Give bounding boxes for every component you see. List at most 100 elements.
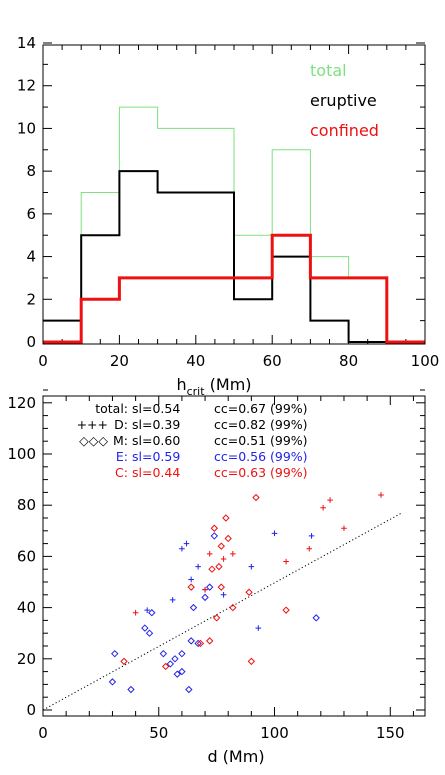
scatter-point-C-plus [206,551,213,557]
scatter-point-C-plus [132,609,139,616]
scatter-point-E-diamond [178,649,186,658]
y-tick-label: 40 [17,599,36,617]
scatter-point-C-diamond [161,662,170,671]
legend-label: total: [95,401,128,416]
scatter-point-E-diamond [210,532,219,540]
y-tick-label: 4 [26,248,36,266]
y-tick-label: 60 [17,547,36,565]
scatter-point-C-plus [327,497,333,503]
x-tick-label: 0 [38,352,48,370]
scatter-point-C-diamond [217,583,225,591]
legend-slope: sl=0.44 [132,465,180,480]
plot-frame [42,44,426,345]
x-axis-label-unit: (Mm) [205,375,252,394]
scatter-point-E-diamond [141,624,149,632]
scatter-point-C-diamond [217,542,225,550]
legend-label: M: [113,433,128,448]
scatter-point-E-diamond [201,593,209,602]
legend-entry-confined: confined [310,121,379,140]
legend-correlation: cc=0.82 (99%) [214,417,308,432]
scatter-point-C-diamond [245,588,253,596]
y-tick-label: 100 [7,445,36,463]
scatter-point-E-plus [248,563,255,570]
scatter-point-C-diamond [229,603,237,612]
y-tick-label: 120 [7,394,36,412]
x-axis-label: d (Mm) [207,747,264,766]
series-step-confined [43,233,425,344]
legend-correlation: cc=0.56 (99%) [214,449,308,464]
scatter-point-E-plus [188,576,194,583]
scatter-point-E-diamond [159,649,168,658]
legend-correlation: cc=0.63 (99%) [214,465,308,480]
scatter-point-E-diamond [185,685,193,694]
scatter-point-C-plus [378,492,384,498]
scatter-point-C-plus [220,556,227,562]
legend-symbol: ◇◇◇ [79,433,108,448]
scatter-point-C-diamond [282,606,290,614]
scatter-point-E-plus [195,563,201,570]
legend-slope: sl=0.60 [132,433,180,448]
scatter-point-E-diamond [194,639,202,648]
scatter-point-E-diamond [145,629,154,637]
legend-entry-total: total [310,61,347,80]
scatter-point-E-diamond [148,609,156,617]
series-step-eruptive [43,170,425,343]
legend-slope: sl=0.54 [132,401,180,416]
scatter-point-C-diamond [222,514,230,522]
scatter-point-C-plus [202,586,208,593]
scatter-point-E-diamond [171,655,179,663]
x-axis-label-main: h [176,375,186,394]
x-tick-label: 60 [263,352,282,370]
histogram-chart: 0 20 40 60 80 100 0 2 4 6 8 10 12 14 hcrit (Mm) total er… [17,34,439,398]
x-tick-label: 150 [376,724,405,742]
x-tick-label: 100 [260,724,289,742]
scatter-point-E-diamond [312,614,320,622]
scatter-point-E-plus [169,597,176,603]
scatter-point-E-plus [271,530,278,537]
y-tick-label: 10 [17,119,36,137]
legend-correlation: cc=0.67 (99%) [214,401,308,416]
scatter-point-E-diamond [189,603,198,612]
scatter-point-C-diamond [205,637,214,645]
scatter-point-E-plus [179,545,185,552]
scatter-point-C-diamond [247,657,256,666]
y-tick-label: 14 [17,34,36,52]
y-tick-label: 80 [17,496,36,514]
x-tick-label: 40 [186,352,205,370]
x-axis-label-sub: crit [187,385,206,398]
scatter-point-E-diamond [205,583,214,591]
scatter-point-C-diamond [187,583,195,591]
scatter-point-E-plus [308,533,315,539]
scatter-point-C-plus [283,558,289,565]
legend-slope: sl=0.39 [132,417,180,432]
x-tick-label: 100 [411,352,440,370]
x-axis-label: hcrit (Mm) [176,375,251,398]
scatter-point-E-diamond [187,637,195,645]
scatter-point-C-plus [341,525,347,532]
scatter-point-C-diamond [208,565,216,573]
scatter-point-C-diamond [224,534,232,543]
scatter-point-E-plus [255,625,262,631]
fit-line [42,512,403,711]
scatter-point-E-plus [144,607,150,613]
scatter-point-E-diamond [111,649,119,658]
scatter-point-C-diamond [252,493,260,502]
scatter-point-E-diamond [127,685,135,694]
y-tick-label: 12 [17,77,36,95]
scatter-point-C-plus [320,504,326,511]
scatter-point-C-plus [306,545,313,552]
scatter-point-E-diamond [173,670,181,678]
scatter-point-E-diamond [108,678,117,686]
scatter-point-C-diamond [210,524,219,532]
scatter-point-E-diamond [166,660,175,668]
y-tick-label: 20 [17,650,36,668]
y-tick-label: 0 [26,333,36,351]
scatter-point-E-plus [220,592,227,598]
scatter-point-C-diamond [212,614,221,622]
legend-label: D: [114,417,128,432]
scatter-point-C-diamond [196,639,205,648]
legend-label: E: [116,449,128,464]
y-tick-label: 0 [26,701,36,719]
scatter-point-C-diamond [215,562,223,571]
